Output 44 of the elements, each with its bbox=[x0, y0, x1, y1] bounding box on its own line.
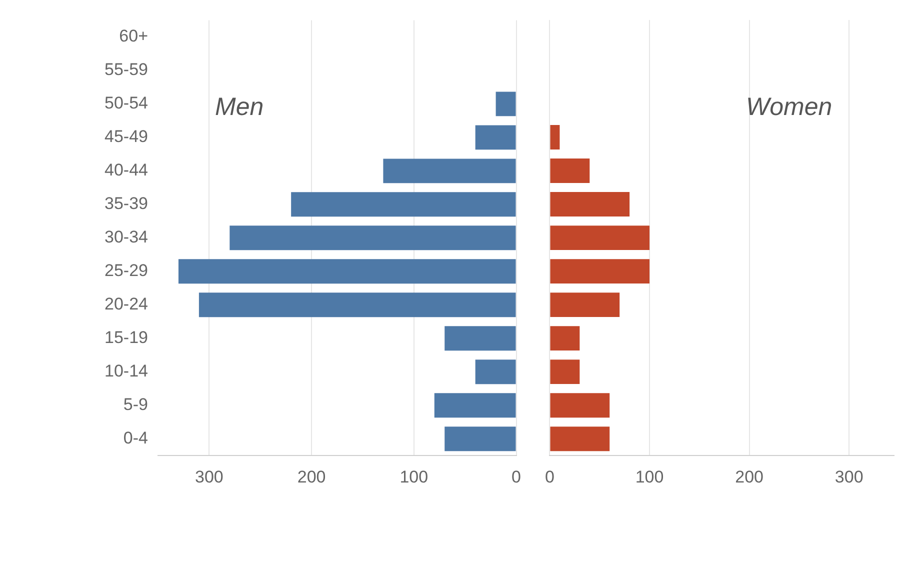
bar bbox=[550, 192, 630, 217]
y-tick-label: 45-49 bbox=[104, 127, 148, 146]
bar bbox=[550, 292, 620, 318]
bar bbox=[434, 393, 516, 418]
bar bbox=[178, 259, 516, 284]
y-tick-label: 35-39 bbox=[104, 194, 148, 214]
y-tick-label: 30-34 bbox=[104, 228, 148, 247]
x-tick-label: 100 bbox=[400, 467, 428, 486]
x-tick-label: 300 bbox=[834, 467, 864, 486]
x-tick-label: 200 bbox=[735, 467, 764, 486]
bar bbox=[550, 259, 650, 284]
y-tick-label: 50-54 bbox=[104, 94, 148, 113]
bar bbox=[444, 326, 516, 351]
bar bbox=[550, 226, 650, 250]
x-tick-label: 0 bbox=[512, 467, 522, 486]
x-tick-label: 300 bbox=[194, 467, 224, 486]
bar bbox=[550, 125, 560, 150]
bar bbox=[550, 326, 580, 351]
bar bbox=[444, 426, 516, 452]
y-tick-label: 25-29 bbox=[104, 261, 148, 280]
x-tick-label: 200 bbox=[297, 467, 326, 486]
bar bbox=[550, 426, 610, 452]
y-tick-label: 0-4 bbox=[123, 428, 148, 448]
bar bbox=[475, 360, 516, 384]
y-tick-label: 20-24 bbox=[104, 294, 148, 314]
bar bbox=[550, 158, 590, 184]
y-tick-label: 5-9 bbox=[123, 395, 148, 414]
x-tick-label: 0 bbox=[544, 467, 554, 486]
annotation: Women bbox=[746, 92, 832, 121]
bar bbox=[383, 158, 516, 184]
bar bbox=[198, 292, 516, 318]
y-tick-label: 40-44 bbox=[104, 160, 148, 180]
bar bbox=[496, 92, 516, 116]
y-tick-label: 10-14 bbox=[104, 362, 148, 381]
y-tick-label: 15-19 bbox=[104, 328, 148, 348]
bar bbox=[291, 192, 516, 217]
bar bbox=[550, 393, 610, 418]
y-tick-label: 60+ bbox=[119, 26, 148, 46]
bar bbox=[230, 226, 516, 250]
y-tick-label: 55-59 bbox=[104, 60, 148, 80]
bar bbox=[550, 360, 580, 384]
bar bbox=[475, 125, 516, 150]
x-tick-label: 100 bbox=[635, 467, 664, 486]
annotation: Men bbox=[215, 93, 264, 122]
